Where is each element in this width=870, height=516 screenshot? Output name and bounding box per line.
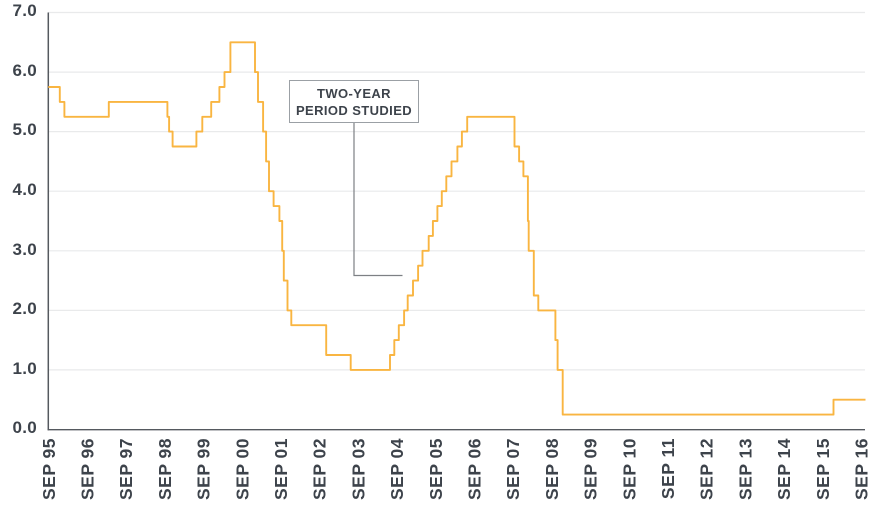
svg-text:SEP 98: SEP 98 [155,438,175,500]
svg-text:SEP 15: SEP 15 [813,438,833,500]
svg-text:SEP 96: SEP 96 [78,438,98,500]
svg-text:SEP 08: SEP 08 [542,438,562,500]
svg-text:SEP 01: SEP 01 [271,438,291,500]
svg-text:SEP 99: SEP 99 [194,438,214,500]
svg-text:SEP 14: SEP 14 [774,438,794,500]
svg-text:SEP 95: SEP 95 [39,438,59,500]
svg-text:SEP 97: SEP 97 [116,438,136,500]
svg-text:SEP 02: SEP 02 [310,438,330,500]
svg-text:SEP 04: SEP 04 [387,438,407,500]
svg-text:SEP 11: SEP 11 [658,438,678,499]
svg-text:SEP 06: SEP 06 [465,438,485,500]
svg-text:SEP 12: SEP 12 [697,438,717,500]
svg-text:SEP 09: SEP 09 [581,438,601,500]
svg-text:SEP 05: SEP 05 [426,438,446,500]
svg-text:SEP 07: SEP 07 [503,438,523,500]
svg-text:SEP 16: SEP 16 [852,438,870,500]
svg-text:SEP 00: SEP 00 [232,438,252,500]
svg-text:SEP 10: SEP 10 [619,438,639,500]
svg-text:SEP 03: SEP 03 [348,438,368,500]
svg-text:SEP 13: SEP 13 [735,438,755,500]
